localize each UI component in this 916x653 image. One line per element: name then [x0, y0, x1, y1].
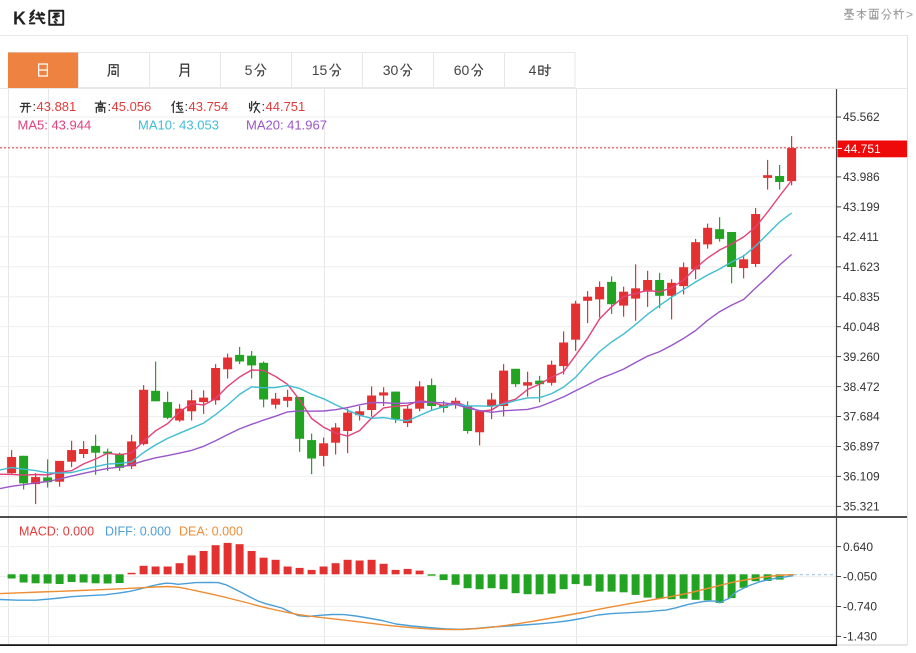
- svg-text:K: K: [13, 9, 26, 29]
- svg-text:41.623: 41.623: [843, 260, 880, 274]
- svg-text:44.751: 44.751: [266, 99, 306, 114]
- svg-text:60: 60: [454, 62, 470, 78]
- svg-text:4: 4: [529, 62, 537, 78]
- svg-text:-0.050: -0.050: [843, 570, 877, 584]
- svg-text:MA5: 43.944: MA5: 43.944: [18, 118, 92, 133]
- svg-text::: :: [262, 99, 266, 114]
- svg-text:MA10: 43.053: MA10: 43.053: [138, 118, 219, 133]
- svg-text:DIFF: 0.000: DIFF: 0.000: [105, 525, 171, 539]
- svg-text:36.897: 36.897: [843, 440, 880, 454]
- svg-text:45.562: 45.562: [843, 110, 880, 124]
- svg-text:43.754: 43.754: [189, 99, 229, 114]
- svg-text:43.986: 43.986: [843, 170, 880, 184]
- svg-text:30: 30: [383, 62, 399, 78]
- svg-text:43.199: 43.199: [843, 200, 880, 214]
- svg-text::: :: [108, 99, 112, 114]
- svg-text:43.881: 43.881: [37, 99, 77, 114]
- svg-text:44.751: 44.751: [844, 142, 881, 156]
- svg-text:-1.430: -1.430: [843, 630, 877, 644]
- svg-text:42.411: 42.411: [843, 230, 879, 244]
- svg-text:5: 5: [245, 62, 253, 78]
- svg-text:MA20: 41.967: MA20: 41.967: [246, 118, 327, 133]
- svg-text:15: 15: [312, 62, 328, 78]
- svg-text:40.048: 40.048: [843, 320, 880, 334]
- svg-text:45.056: 45.056: [112, 99, 152, 114]
- svg-text:>: >: [906, 8, 913, 22]
- svg-text:38.472: 38.472: [843, 380, 880, 394]
- svg-text:0.640: 0.640: [843, 540, 873, 554]
- svg-text:MACD: 0.000: MACD: 0.000: [19, 525, 94, 539]
- svg-text:DEA: 0.000: DEA: 0.000: [179, 525, 243, 539]
- svg-text:37.684: 37.684: [843, 410, 880, 424]
- svg-text::: :: [33, 99, 37, 114]
- svg-text:35.321: 35.321: [843, 500, 880, 514]
- svg-text:39.260: 39.260: [843, 350, 880, 364]
- svg-text:36.109: 36.109: [843, 470, 880, 484]
- svg-text:40.835: 40.835: [843, 290, 880, 304]
- svg-text:-0.740: -0.740: [843, 600, 877, 614]
- svg-text::: :: [185, 99, 189, 114]
